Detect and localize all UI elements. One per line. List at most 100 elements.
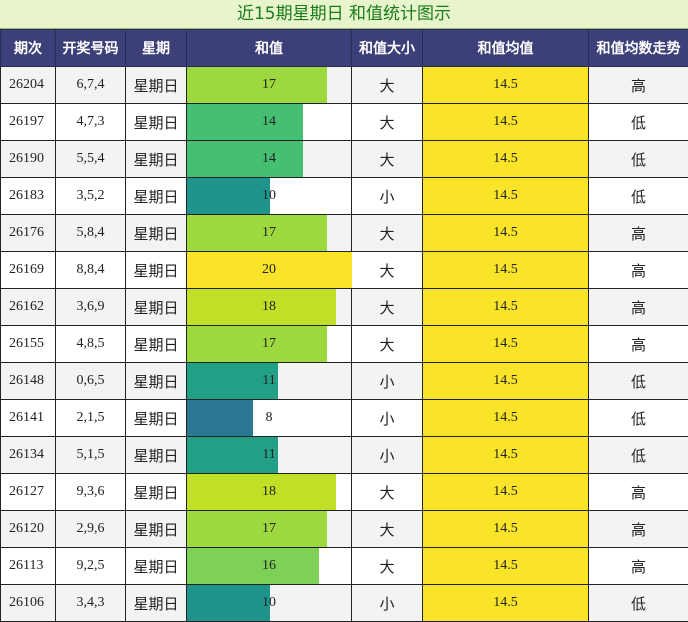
header-weekday: 星期 (126, 30, 187, 67)
size-cell: 大 (352, 474, 423, 511)
weekday-cell: 星期日 (126, 252, 187, 289)
header-issue: 期次 (1, 30, 56, 67)
size-cell: 大 (352, 67, 423, 104)
sum-value: 17 (262, 77, 276, 92)
issue-cell: 26197 (1, 104, 56, 141)
trend-cell: 高 (589, 67, 688, 104)
issue-cell: 26127 (1, 474, 56, 511)
trend-cell: 高 (589, 474, 688, 511)
sum-bar (187, 104, 303, 140)
weekday-cell: 星期日 (126, 511, 187, 548)
size-cell: 小 (352, 178, 423, 215)
trend-cell: 高 (589, 548, 688, 585)
page-title: 近15期星期日 和值统计图示 (0, 0, 688, 29)
average-cell: 14.5 (423, 548, 589, 585)
trend-cell: 低 (589, 104, 688, 141)
sum-cell: 14 (187, 141, 352, 178)
header-size: 和值大小 (352, 30, 423, 67)
size-cell: 大 (352, 326, 423, 363)
sum-cell: 17 (187, 511, 352, 548)
weekday-cell: 星期日 (126, 548, 187, 585)
sum-cell: 11 (187, 437, 352, 474)
size-cell: 大 (352, 104, 423, 141)
numbers-cell: 9,2,5 (56, 548, 126, 585)
sum-value: 17 (262, 521, 276, 536)
sum-value: 14 (262, 114, 276, 129)
sum-value: 20 (262, 262, 276, 277)
sum-bar (187, 215, 327, 251)
numbers-cell: 3,4,3 (56, 585, 126, 622)
trend-cell: 低 (589, 141, 688, 178)
average-cell: 14.5 (423, 437, 589, 474)
issue-cell: 26176 (1, 215, 56, 252)
size-cell: 大 (352, 548, 423, 585)
sum-cell: 20 (187, 252, 352, 289)
sum-value: 10 (262, 595, 276, 610)
sum-bar (187, 400, 253, 436)
weekday-cell: 星期日 (126, 289, 187, 326)
issue-cell: 26162 (1, 289, 56, 326)
size-cell: 大 (352, 252, 423, 289)
issue-cell: 26141 (1, 400, 56, 437)
numbers-cell: 2,1,5 (56, 400, 126, 437)
header-average: 和值均值 (423, 30, 589, 67)
numbers-cell: 3,6,9 (56, 289, 126, 326)
numbers-cell: 8,8,4 (56, 252, 126, 289)
average-cell: 14.5 (423, 252, 589, 289)
trend-cell: 高 (589, 511, 688, 548)
trend-cell: 高 (589, 326, 688, 363)
sum-cell: 14 (187, 104, 352, 141)
sum-value: 14 (262, 151, 276, 166)
sum-value: 11 (262, 373, 275, 388)
sum-bar (187, 585, 270, 621)
sum-bar (187, 511, 327, 547)
average-cell: 14.5 (423, 289, 589, 326)
trend-cell: 高 (589, 289, 688, 326)
sum-bar (187, 178, 270, 214)
header-row: 期次 开奖号码 星期 和值 和值大小 和值均值 和值均数走势 (1, 30, 688, 67)
weekday-cell: 星期日 (126, 363, 187, 400)
average-cell: 14.5 (423, 474, 589, 511)
average-cell: 14.5 (423, 585, 589, 622)
trend-cell: 低 (589, 178, 688, 215)
sum-value: 17 (262, 336, 276, 351)
size-cell: 大 (352, 141, 423, 178)
issue-cell: 26204 (1, 67, 56, 104)
sum-bar (187, 548, 319, 584)
sum-cell: 17 (187, 67, 352, 104)
average-cell: 14.5 (423, 326, 589, 363)
issue-cell: 26120 (1, 511, 56, 548)
issue-cell: 26169 (1, 252, 56, 289)
issue-cell: 26183 (1, 178, 56, 215)
sum-cell: 18 (187, 289, 352, 326)
weekday-cell: 星期日 (126, 104, 187, 141)
weekday-cell: 星期日 (126, 474, 187, 511)
sum-cell: 18 (187, 474, 352, 511)
trend-cell: 低 (589, 363, 688, 400)
issue-cell: 26106 (1, 585, 56, 622)
sum-cell: 17 (187, 326, 352, 363)
average-cell: 14.5 (423, 363, 589, 400)
sum-value: 16 (262, 558, 276, 573)
sum-value: 8 (266, 410, 273, 425)
header-sum: 和值 (187, 30, 352, 67)
trend-cell: 低 (589, 400, 688, 437)
sum-value: 10 (262, 188, 276, 203)
weekday-cell: 星期日 (126, 400, 187, 437)
issue-cell: 26155 (1, 326, 56, 363)
weekday-cell: 星期日 (126, 178, 187, 215)
weekday-cell: 星期日 (126, 67, 187, 104)
